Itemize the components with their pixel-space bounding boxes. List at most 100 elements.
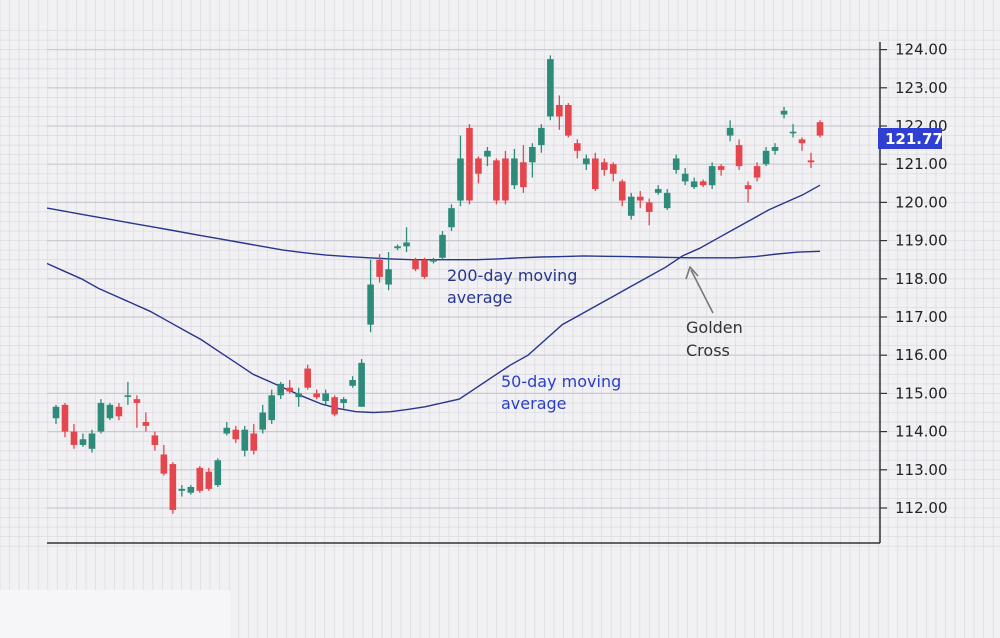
y-tick-label: 123.00	[895, 79, 948, 97]
candle-body	[439, 234, 446, 258]
candle-body	[708, 166, 716, 186]
candle	[70, 423, 78, 449]
candle-body	[241, 429, 249, 451]
candle-body	[259, 412, 267, 430]
candle-body	[412, 259, 419, 270]
candle-body	[798, 139, 806, 144]
candles	[52, 55, 824, 514]
candle	[169, 462, 177, 514]
candle	[789, 124, 797, 138]
candle	[61, 402, 69, 438]
candle	[52, 404, 60, 424]
candle	[160, 444, 168, 476]
candle	[439, 231, 446, 260]
candle-body	[744, 185, 752, 190]
candle-body	[574, 143, 581, 151]
candle	[430, 257, 437, 264]
candle	[241, 425, 249, 457]
candle	[115, 402, 123, 421]
candle	[502, 150, 509, 205]
candle	[672, 154, 680, 174]
y-axis-ticks: 112.00 113.00 114.00 115.00 116.00 117.00 118.…	[880, 41, 948, 517]
candle-body	[538, 127, 545, 146]
candle	[717, 164, 725, 176]
golden-cross-arrow-head	[685, 266, 699, 280]
candle-body	[268, 395, 276, 421]
candle-body	[88, 433, 96, 449]
annotation-50-day: 50-day moving average	[501, 372, 621, 413]
candle	[124, 381, 132, 405]
candle-body	[349, 380, 356, 386]
candle-body	[565, 104, 572, 136]
candle	[214, 458, 222, 487]
candle	[349, 376, 356, 388]
candle	[178, 485, 186, 497]
candle-body	[295, 393, 302, 398]
candle-body	[205, 471, 213, 489]
candle	[511, 148, 518, 190]
candle-body	[816, 122, 824, 136]
candle	[277, 381, 285, 400]
candle-body	[780, 110, 788, 115]
candle-body	[466, 127, 473, 201]
candle-body	[223, 427, 231, 434]
candle	[538, 124, 545, 153]
candle-body	[448, 208, 455, 228]
candle	[681, 168, 689, 186]
candle	[286, 380, 293, 394]
candle	[340, 397, 347, 409]
candle	[403, 227, 410, 253]
candle-body	[690, 181, 698, 188]
candle-body	[771, 147, 779, 151]
y-tick-label: 124.00	[895, 41, 948, 59]
price-tag-box	[878, 128, 942, 149]
candle-body	[681, 173, 689, 182]
candle-body	[70, 431, 78, 445]
candle	[421, 257, 428, 279]
candle	[196, 465, 204, 493]
y-tick-label: 121.00	[895, 155, 948, 173]
candle	[753, 162, 761, 182]
candle-body	[591, 158, 599, 190]
annotation-golden-line2: Cross	[686, 341, 730, 360]
candle-body	[169, 464, 177, 510]
candle	[816, 120, 824, 138]
candle-body	[331, 397, 338, 415]
golden-cross-arrow-shaft	[690, 269, 714, 314]
candle	[457, 135, 464, 207]
candle	[600, 158, 608, 176]
y-tick-label: 114.00	[895, 423, 948, 441]
candle	[591, 152, 599, 191]
candle-body	[133, 399, 141, 403]
candle-body	[699, 181, 707, 186]
candle	[493, 158, 500, 205]
annotation-golden-cross: Golden Cross	[685, 266, 743, 360]
candle-body	[475, 158, 482, 174]
ma-50-line	[46, 184, 821, 414]
candle-body	[115, 406, 123, 417]
candle	[547, 55, 554, 121]
candle	[376, 253, 383, 283]
y-tick-label: 117.00	[895, 308, 948, 326]
candle	[304, 364, 311, 390]
candle	[223, 422, 231, 436]
candle-body	[600, 162, 608, 170]
candle-body	[214, 460, 222, 486]
candle-body	[250, 433, 258, 451]
candle-body	[484, 150, 491, 157]
candle	[79, 433, 87, 447]
candle-body	[457, 158, 464, 201]
candle-body	[106, 404, 114, 419]
candle-body	[340, 399, 347, 403]
y-tick-label: 120.00	[895, 193, 948, 211]
candle-body	[735, 145, 743, 167]
candle-body	[151, 435, 159, 445]
candle	[735, 139, 743, 170]
candle	[295, 387, 302, 407]
candle-body	[160, 454, 168, 474]
candle-body	[403, 242, 410, 247]
price-tag-label: 121.77	[885, 130, 943, 148]
candle-body	[394, 246, 401, 249]
